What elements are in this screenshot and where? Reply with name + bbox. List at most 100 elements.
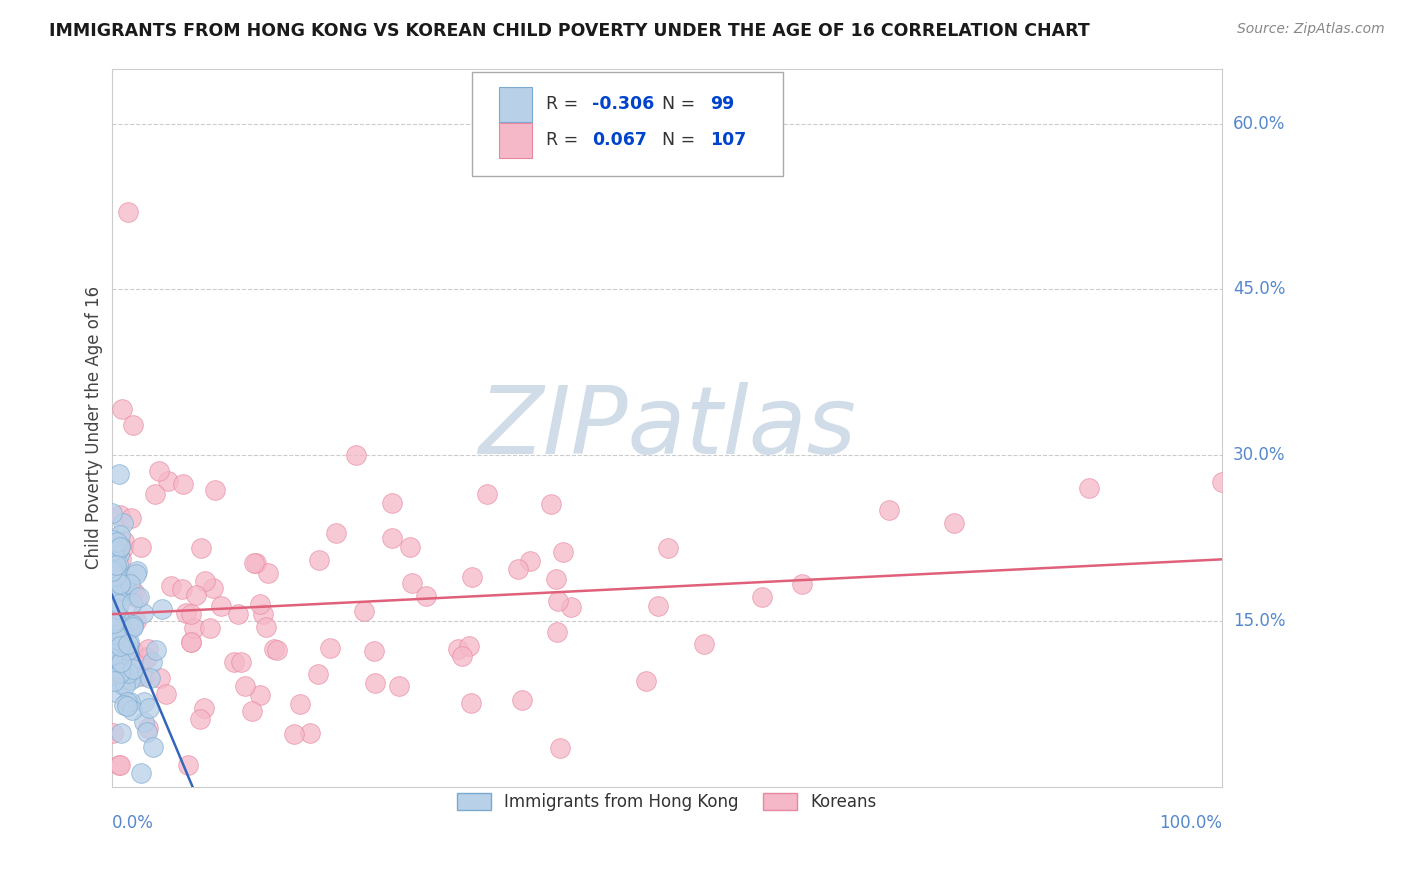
Point bbox=[108, 540, 131, 554]
Point bbox=[101, 574, 124, 588]
Point bbox=[174, 606, 197, 620]
Point bbox=[143, 487, 166, 501]
Point bbox=[117, 637, 139, 651]
Point bbox=[110, 655, 132, 669]
Point bbox=[693, 636, 716, 650]
Point bbox=[101, 726, 124, 740]
Point bbox=[105, 602, 128, 616]
Point bbox=[122, 417, 145, 432]
Point bbox=[249, 597, 271, 611]
Point bbox=[283, 727, 305, 741]
Point bbox=[242, 556, 264, 570]
Point bbox=[120, 657, 142, 672]
Point bbox=[176, 757, 198, 772]
Point bbox=[104, 568, 127, 582]
Point bbox=[121, 617, 143, 632]
Point bbox=[257, 566, 280, 580]
Point bbox=[647, 599, 669, 613]
Point bbox=[540, 497, 562, 511]
Point bbox=[111, 622, 134, 636]
Point bbox=[125, 566, 148, 581]
Point bbox=[308, 553, 330, 567]
Point bbox=[1211, 475, 1233, 489]
Text: 107: 107 bbox=[710, 131, 747, 149]
Point bbox=[222, 655, 245, 669]
Point bbox=[451, 649, 474, 664]
Point bbox=[112, 589, 135, 603]
Point bbox=[103, 615, 125, 630]
Point bbox=[103, 563, 125, 577]
Point bbox=[381, 496, 404, 510]
Point bbox=[108, 612, 131, 626]
Point bbox=[110, 639, 132, 653]
Point bbox=[128, 591, 150, 605]
Point bbox=[254, 620, 277, 634]
Point bbox=[877, 503, 900, 517]
Point bbox=[180, 607, 202, 621]
Point bbox=[447, 642, 470, 657]
Point bbox=[107, 557, 129, 571]
Point bbox=[363, 643, 385, 657]
Point bbox=[792, 577, 814, 591]
Point bbox=[101, 506, 124, 520]
Point bbox=[152, 602, 174, 616]
Point bbox=[344, 448, 367, 462]
Point bbox=[263, 641, 285, 656]
Point bbox=[115, 572, 138, 586]
Point bbox=[104, 610, 127, 624]
Point bbox=[110, 627, 132, 641]
Point bbox=[111, 574, 134, 588]
Point bbox=[458, 639, 481, 653]
Point bbox=[353, 604, 375, 618]
Point bbox=[120, 511, 142, 525]
Point bbox=[108, 528, 131, 542]
Text: 30.0%: 30.0% bbox=[1233, 446, 1285, 464]
Point bbox=[110, 624, 132, 638]
Point bbox=[101, 533, 124, 547]
Point bbox=[110, 621, 132, 635]
Point bbox=[266, 643, 288, 657]
Point bbox=[122, 617, 145, 632]
Text: IMMIGRANTS FROM HONG KONG VS KOREAN CHILD POVERTY UNDER THE AGE OF 16 CORRELATIO: IMMIGRANTS FROM HONG KONG VS KOREAN CHIL… bbox=[49, 22, 1090, 40]
Point bbox=[117, 642, 139, 657]
Point bbox=[107, 589, 129, 603]
Point bbox=[657, 541, 679, 555]
Point bbox=[129, 766, 152, 780]
Point bbox=[108, 757, 131, 772]
Point bbox=[108, 627, 131, 641]
Point bbox=[132, 714, 155, 729]
Point bbox=[519, 554, 541, 568]
FancyBboxPatch shape bbox=[472, 72, 783, 177]
Point bbox=[364, 675, 387, 690]
Point bbox=[103, 543, 125, 558]
Point bbox=[108, 632, 131, 647]
Legend: Immigrants from Hong Kong, Koreans: Immigrants from Hong Kong, Koreans bbox=[450, 786, 883, 818]
Point bbox=[110, 567, 132, 582]
Point bbox=[105, 628, 128, 642]
Point bbox=[104, 583, 127, 598]
Point bbox=[245, 556, 267, 570]
Point bbox=[111, 402, 134, 417]
Point bbox=[132, 695, 155, 709]
Point bbox=[180, 635, 202, 649]
Point bbox=[132, 606, 155, 620]
Point bbox=[117, 205, 139, 219]
Point bbox=[111, 635, 134, 649]
Point bbox=[190, 541, 212, 555]
Point bbox=[103, 639, 125, 653]
Point bbox=[550, 740, 572, 755]
Point bbox=[399, 540, 422, 554]
Point bbox=[129, 540, 152, 554]
Point bbox=[110, 508, 132, 522]
Point bbox=[120, 695, 142, 709]
Point bbox=[122, 585, 145, 599]
Point bbox=[108, 581, 131, 595]
Point bbox=[112, 541, 135, 555]
Point bbox=[202, 581, 225, 595]
Point bbox=[228, 607, 250, 621]
Point bbox=[118, 648, 141, 663]
Point bbox=[121, 620, 143, 634]
Point bbox=[544, 572, 567, 586]
Point bbox=[121, 643, 143, 657]
Point bbox=[115, 616, 138, 631]
